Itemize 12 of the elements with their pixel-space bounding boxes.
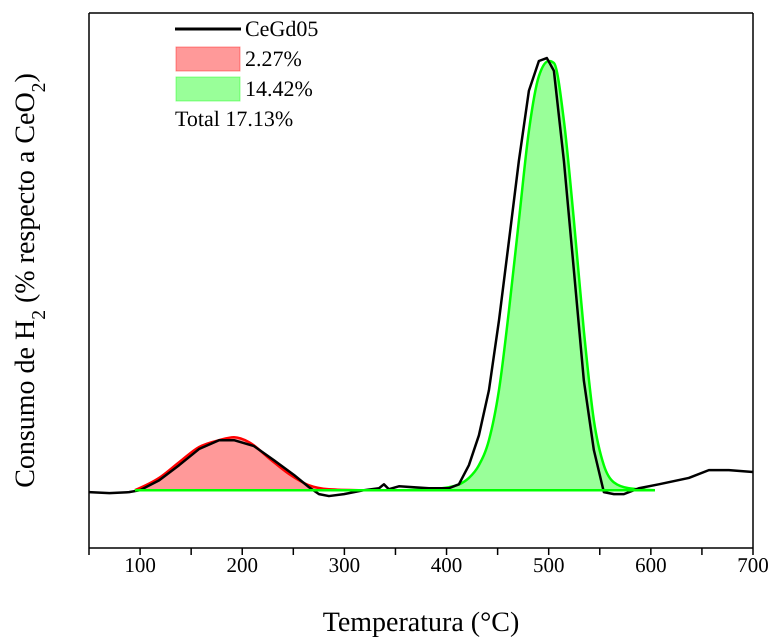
x-tick-label: 400	[430, 552, 462, 577]
x-tick-label: 100	[124, 552, 156, 577]
x-tick-label: 700	[737, 552, 769, 577]
legend-label: CeGd05	[245, 15, 318, 43]
x-axis-title: Temperatura (°C)	[322, 607, 520, 638]
legend-label: 2.27%	[245, 45, 302, 73]
x-tick-label: 300	[328, 552, 360, 577]
legend-label: 14.42%	[245, 75, 313, 103]
x-tick-label: 200	[226, 552, 258, 577]
x-tick-label: 500	[532, 552, 564, 577]
annotation: Total 17.13%	[175, 105, 294, 133]
x-tick-label: 600	[635, 552, 667, 577]
